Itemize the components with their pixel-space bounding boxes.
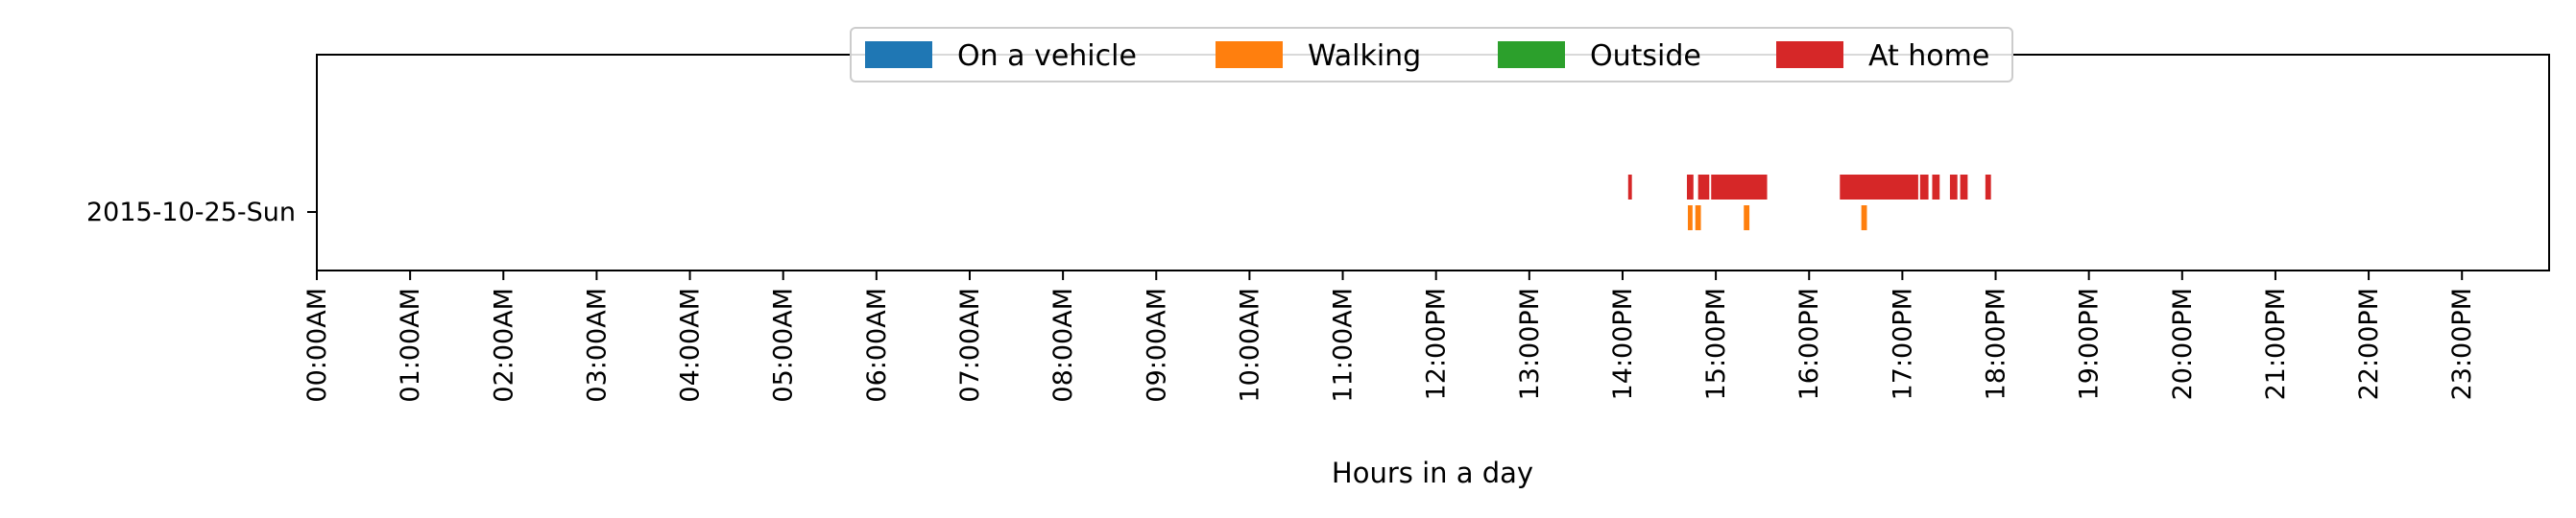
y-tick-label-0: 2015-10-25-Sun <box>86 198 296 227</box>
x-tick-label-17: 17:00PM <box>1888 288 1917 400</box>
legend-box <box>850 27 2013 82</box>
legend-label-0: On a vehicle <box>957 39 1137 73</box>
x-tick-label-11: 11:00AM <box>1329 288 1359 403</box>
x-tick-label-9: 09:00AM <box>1142 288 1171 403</box>
x-tick-label-21: 21:00PM <box>2261 288 2291 400</box>
bar-at-home-9 <box>1985 175 1991 200</box>
bar-at-home-2 <box>1697 175 1710 200</box>
legend: On a vehicle Walking Outside At home <box>850 27 2013 82</box>
bar-at-home-8 <box>1960 175 1968 200</box>
bar-walking-2 <box>1744 205 1750 230</box>
x-tick-label-23: 23:00PM <box>2447 288 2477 400</box>
legend-label-1: Walking <box>1308 39 1421 73</box>
x-tick-label-5: 05:00AM <box>769 288 799 403</box>
legend-label-2: Outside <box>1590 39 1701 73</box>
bar-at-home-7 <box>1949 175 1958 200</box>
bar-at-home-4 <box>1840 175 1918 200</box>
x-tick-label-4: 04:00AM <box>676 288 706 403</box>
x-tick-label-10: 10:00AM <box>1235 288 1264 403</box>
legend-swatch-0 <box>865 41 932 68</box>
bar-at-home-6 <box>1932 175 1940 200</box>
y-axis: 2015-10-25-Sun <box>86 198 317 227</box>
legend-label-3: At home <box>1868 39 1989 73</box>
x-tick-label-0: 00:00AM <box>302 288 332 403</box>
x-tick-label-12: 12:00PM <box>1422 288 1452 400</box>
bar-at-home-0 <box>1627 175 1632 200</box>
x-tick-label-20: 20:00PM <box>2168 288 2198 400</box>
x-tick-label-7: 07:00AM <box>955 288 985 403</box>
x-tick-label-2: 02:00AM <box>489 288 518 403</box>
x-tick-label-19: 19:00PM <box>2075 288 2105 400</box>
x-tick-label-1: 01:00AM <box>396 288 425 403</box>
x-tick-label-13: 13:00PM <box>1515 288 1545 400</box>
x-axis-title: Hours in a day <box>1332 457 1533 489</box>
series-marks <box>1627 175 1991 230</box>
x-tick-label-16: 16:00PM <box>1794 288 1824 400</box>
x-tick-label-3: 03:00AM <box>582 288 612 403</box>
x-tick-label-18: 18:00PM <box>1982 288 2011 400</box>
bar-walking-3 <box>1861 205 1867 230</box>
bar-at-home-3 <box>1711 175 1768 200</box>
bar-walking-0 <box>1687 205 1693 230</box>
bar-walking-1 <box>1695 205 1701 230</box>
x-tick-label-8: 08:00AM <box>1048 288 1078 403</box>
x-axis: 00:00AM 01:00AM 02:00AM 03:00AM 04:00AM 05:00… <box>302 271 2477 403</box>
x-tick-label-6: 06:00AM <box>862 288 892 403</box>
x-tick-label-15: 15:00PM <box>1701 288 1731 400</box>
legend-swatch-2 <box>1498 41 1565 68</box>
legend-swatch-1 <box>1216 41 1283 68</box>
x-tick-label-14: 14:00PM <box>1608 288 1638 400</box>
bar-at-home-1 <box>1686 175 1694 200</box>
legend-swatch-3 <box>1776 41 1843 68</box>
x-tick-label-22: 22:00PM <box>2354 288 2384 400</box>
bar-at-home-5 <box>1919 175 1929 200</box>
